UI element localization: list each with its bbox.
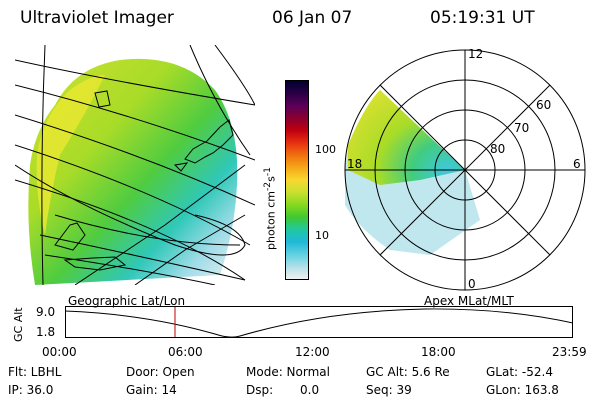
polar-panel-label: Apex MLat/MLT xyxy=(424,294,514,308)
mode-info: Mode: Normal xyxy=(246,365,330,379)
polar-emission-core xyxy=(348,90,465,185)
mlat-label-70: 70 xyxy=(514,121,529,135)
gc-alt-info: GC Alt: 5.6 Re xyxy=(366,365,450,379)
mlat-label-80: 80 xyxy=(490,142,505,156)
filter-info: Flt: LBHL xyxy=(8,365,62,379)
mlt-label-6: 6 xyxy=(573,157,581,171)
time-tick-1200: 12:00 xyxy=(295,345,330,359)
mlat-label-60: 60 xyxy=(536,98,551,112)
dsp-value: 0.0 xyxy=(300,383,320,397)
altitude-y-label: GC Alt xyxy=(12,307,25,342)
time-tick-0000: 00:00 xyxy=(42,345,77,359)
time-tick-2359: 23:59 xyxy=(552,345,587,359)
glat-info: GLat: -52.4 xyxy=(486,365,553,379)
time-tick-0600: 06:00 xyxy=(168,345,203,359)
glon-info: GLon: 163.8 xyxy=(486,383,559,397)
mlt-label-12: 12 xyxy=(468,47,483,61)
time-label: 05:19:31 UT xyxy=(430,8,535,28)
geographic-image-panel xyxy=(15,45,255,285)
earth-disk-image xyxy=(28,58,238,285)
polar-mlat-mlt-panel: 12 6 0 18 60 70 80 xyxy=(344,47,586,291)
altitude-curve xyxy=(65,308,573,338)
seq-info: Seq: 39 xyxy=(366,383,412,397)
altitude-tick-high: 9.0 xyxy=(36,305,56,319)
colorbar-unit-label: photon cm-2s-1 xyxy=(262,167,278,250)
instrument-title: Ultraviolet Imager xyxy=(20,8,174,28)
mlt-label-18: 18 xyxy=(347,157,362,171)
colorbar-gradient xyxy=(286,81,308,279)
dsp-label: Dsp: xyxy=(246,383,274,397)
date-label: 06 Jan 07 xyxy=(272,8,353,28)
altitude-timeline-plot xyxy=(65,306,573,338)
colorbar-tick-100: 100 xyxy=(315,143,336,156)
ip-info: IP: 36.0 xyxy=(8,383,54,397)
gain-info: Gain: 14 xyxy=(126,383,177,397)
altitude-tick-low: 1.8 xyxy=(36,325,56,339)
coastline-outline xyxy=(54,90,234,271)
colorbar-tick-10: 10 xyxy=(315,229,329,242)
mlt-label-0: 0 xyxy=(468,277,476,291)
geographic-panel-label: Geographic Lat/Lon xyxy=(68,294,186,308)
door-info: Door: Open xyxy=(126,365,195,379)
yellow-emission-region xyxy=(36,75,105,235)
lat-lon-grid xyxy=(15,45,255,285)
polar-grid xyxy=(344,49,586,291)
colorbar xyxy=(285,80,309,280)
time-tick-1800: 18:00 xyxy=(421,345,456,359)
